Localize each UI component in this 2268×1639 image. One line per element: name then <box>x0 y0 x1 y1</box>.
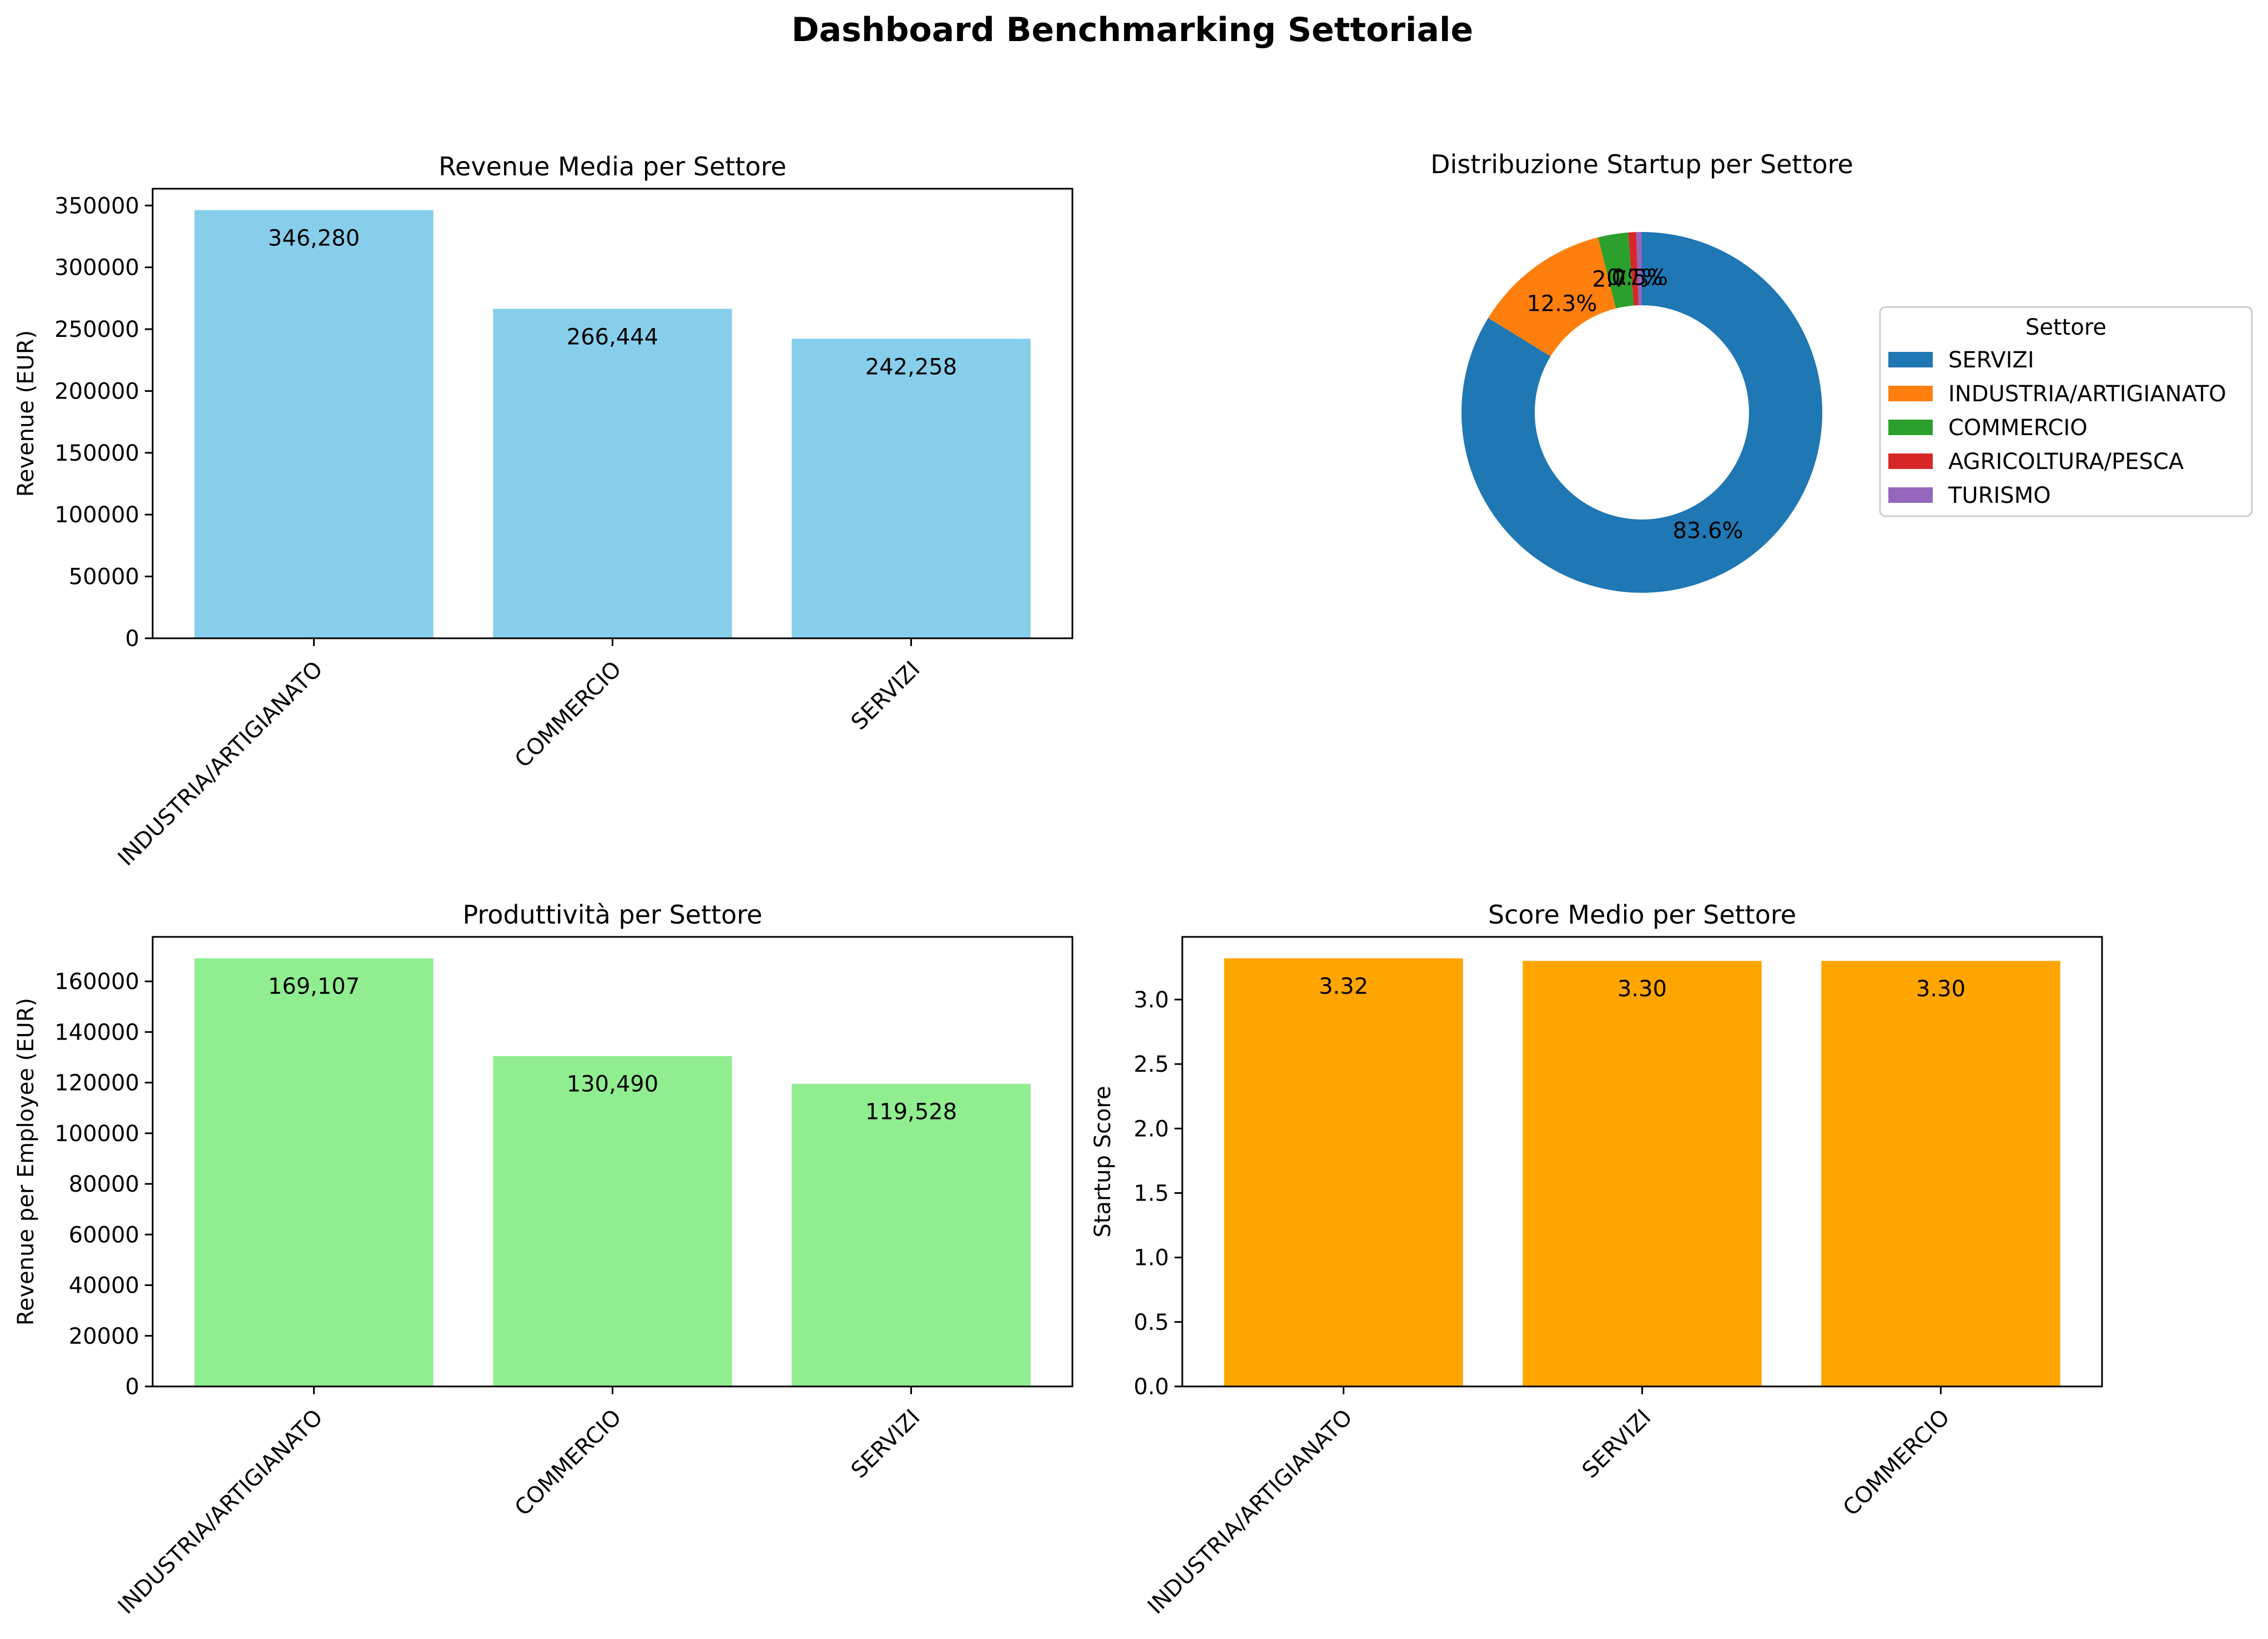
y-tick-label: 0 <box>125 626 139 652</box>
legend-title: Settore <box>2025 315 2106 340</box>
x-tick-label: SERVIZI <box>846 1405 925 1484</box>
y-tick-label: 100000 <box>54 1121 139 1147</box>
bar <box>194 958 434 1386</box>
y-tick-label: 1.0 <box>1133 1245 1169 1271</box>
legend: Settore SERVIZI INDUSTRIA/ARTIGIANATO COMME… <box>1879 306 2253 517</box>
y-tick-label: 200000 <box>54 379 139 404</box>
chart-panels: Revenue Media per Settore 346,280 266,444 2… <box>13 149 2253 1620</box>
y-tick-label: 140000 <box>54 1020 139 1045</box>
y-tick-label: 2.0 <box>1133 1116 1169 1142</box>
legend-swatch <box>1888 453 1933 469</box>
chart-distribution: Distribuzione Startup per Settore 83.6% 12… <box>1430 149 2253 593</box>
data-label: 3.30 <box>1617 976 1667 1002</box>
chart-title: Distribuzione Startup per Settore <box>1430 149 1853 179</box>
y-tick-label: 0.0 <box>1133 1374 1169 1400</box>
y-tick-label: 150000 <box>54 441 139 466</box>
x-tick-label: SERVIZI <box>846 657 925 735</box>
chart-title: Revenue Media per Settore <box>439 152 787 181</box>
x-tick-label: INDUSTRIA/ARTIGIANATO <box>113 657 328 871</box>
data-label: 119,528 <box>865 1100 957 1125</box>
y-tick-label: 50000 <box>69 564 139 590</box>
x-tick-label: INDUSTRIA/ARTIGIANATO <box>1143 1405 1358 1620</box>
bar <box>194 210 434 639</box>
slice-label: 12.3% <box>1526 291 1597 316</box>
y-axis-label: Revenue (EUR) <box>13 330 39 497</box>
bar <box>1523 961 1762 1386</box>
x-tick-label: COMMERCIO <box>510 1405 627 1521</box>
y-tick-label: 100000 <box>54 502 139 528</box>
y-tick-label: 2.5 <box>1133 1052 1169 1077</box>
y-tick-label: 3.0 <box>1133 987 1169 1013</box>
data-label: 266,444 <box>567 324 658 350</box>
chart-title: Produttività per Settore <box>463 900 763 930</box>
y-tick-label: 60000 <box>69 1222 139 1248</box>
legend-entry: SERVIZI <box>1948 347 2034 373</box>
y-tick-label: 0.5 <box>1133 1310 1169 1335</box>
chart-title: Score Medio per Settore <box>1488 900 1796 930</box>
legend-frame <box>1879 306 2253 517</box>
pie-slice <box>1461 232 1822 593</box>
x-tick-label: SERVIZI <box>1577 1405 1656 1484</box>
slice-label: 83.6% <box>1672 518 1743 544</box>
legend-swatch <box>1888 386 1933 401</box>
legend-swatch <box>1888 487 1933 503</box>
y-tick-label: 350000 <box>54 193 139 219</box>
data-label: 346,280 <box>268 226 360 251</box>
legend-entry: AGRICOLTURA/PESCA <box>1948 449 2184 475</box>
chart-revenue: Revenue Media per Settore 346,280 266,444 2… <box>13 152 1073 871</box>
bar <box>493 1056 732 1386</box>
bar <box>493 309 732 638</box>
pie-slice <box>1488 237 1616 356</box>
chart-score: Score Medio per Settore 3.32 3.30 3.30 0.0 0.… <box>1090 900 2103 1620</box>
y-axis-label: Revenue per Employee (EUR) <box>13 998 39 1325</box>
data-label: 3.32 <box>1319 974 1368 1000</box>
y-axis-label: Startup Score <box>1090 1086 1116 1237</box>
legend-swatch <box>1888 420 1933 435</box>
y-tick-label: 40000 <box>69 1273 139 1299</box>
y-tick-label: 0 <box>125 1374 139 1400</box>
legend-entry: TURISMO <box>1948 483 2051 508</box>
legend-entry: COMMERCIO <box>1948 415 2088 441</box>
y-tick-label: 160000 <box>54 969 139 995</box>
legend-entry: INDUSTRIA/ARTIGIANATO <box>1948 381 2226 407</box>
page-title: Dashboard Benchmarking Settoriale <box>792 11 1473 49</box>
bar <box>1821 961 2060 1386</box>
legend-swatch <box>1888 352 1933 367</box>
pie-slice <box>1628 232 1639 306</box>
bar <box>792 1083 1031 1386</box>
bar <box>792 339 1031 638</box>
y-tick-label: 250000 <box>54 317 139 342</box>
data-label: 169,107 <box>268 974 360 1000</box>
data-label: 242,258 <box>865 354 957 380</box>
slice-label: 0.5% <box>1611 265 1668 290</box>
x-tick-label: COMMERCIO <box>1838 1405 1955 1521</box>
y-tick-label: 1.5 <box>1133 1181 1169 1206</box>
data-label: 130,490 <box>567 1072 658 1097</box>
y-tick-label: 120000 <box>54 1071 139 1096</box>
chart-productivity: Produttività per Settore 169,107 130,490 11… <box>13 900 1073 1620</box>
pie-slice <box>1636 232 1642 306</box>
slice-label: 0.7% <box>1606 265 1663 291</box>
x-tick-label: INDUSTRIA/ARTIGIANATO <box>113 1405 328 1620</box>
y-tick-label: 20000 <box>69 1324 139 1349</box>
data-label: 3.30 <box>1916 976 1965 1002</box>
y-tick-label: 300000 <box>54 255 139 281</box>
bar <box>1224 958 1463 1386</box>
pie-slice <box>1598 232 1634 309</box>
x-tick-label: COMMERCIO <box>510 657 627 773</box>
y-tick-label: 80000 <box>69 1172 139 1197</box>
